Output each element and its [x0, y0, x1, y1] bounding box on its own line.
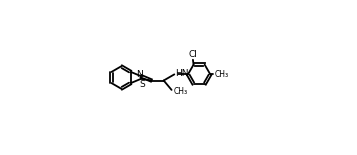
Text: S: S: [139, 80, 145, 89]
Text: CH₃: CH₃: [173, 87, 187, 96]
Text: Cl: Cl: [188, 49, 197, 58]
Text: N: N: [136, 70, 142, 79]
Text: HN: HN: [175, 69, 188, 78]
Text: CH₃: CH₃: [214, 70, 228, 79]
